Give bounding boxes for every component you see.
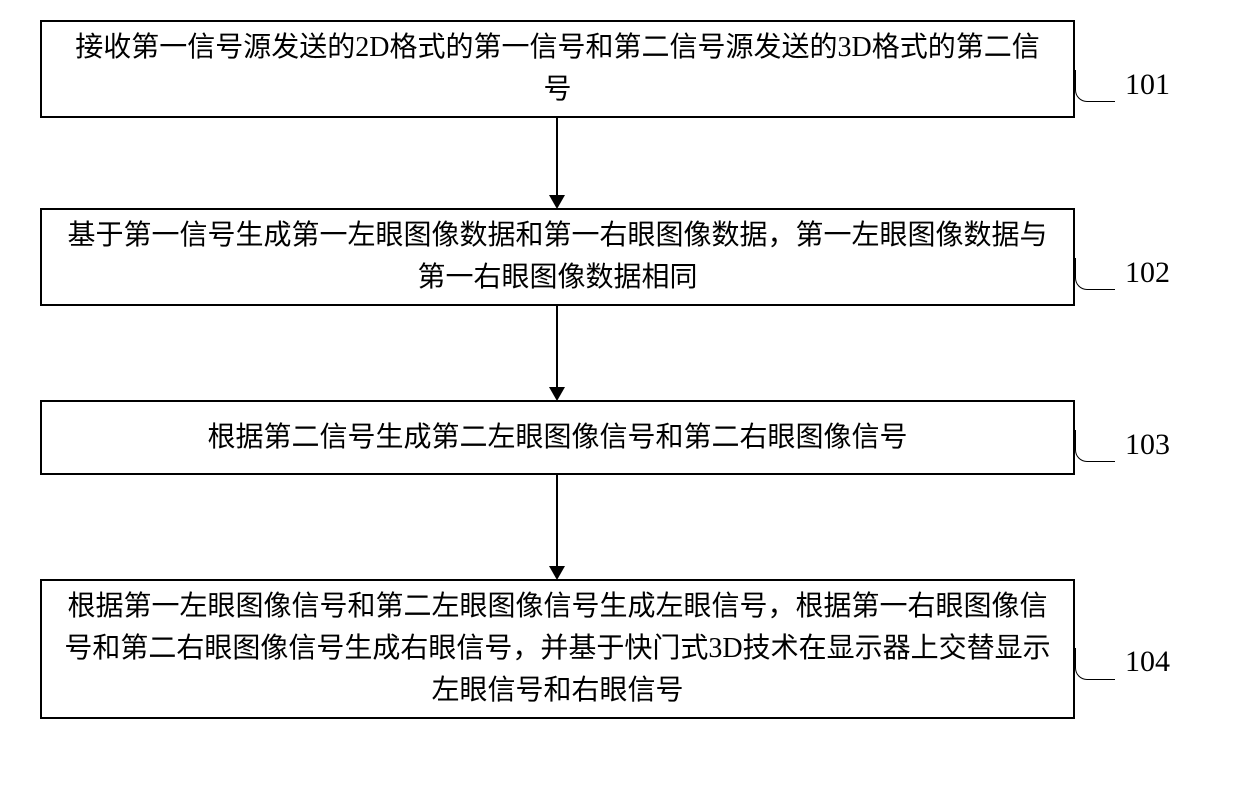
step-label-103: 103 [1125, 428, 1170, 462]
connector-104 [1075, 648, 1115, 680]
step-text-101: 接收第一信号源发送的2D格式的第一信号和第二信号源发送的3D格式的第二信号 [62, 27, 1053, 111]
arrow-2-3-head [549, 387, 565, 401]
step-label-104: 104 [1125, 645, 1170, 679]
step-label-101: 101 [1125, 68, 1170, 102]
connector-101 [1075, 70, 1115, 102]
flowchart-container: 接收第一信号源发送的2D格式的第一信号和第二信号源发送的3D格式的第二信号 10… [0, 0, 1240, 802]
step-label-102: 102 [1125, 256, 1170, 290]
step-text-102: 基于第一信号生成第一左眼图像数据和第一右眼图像数据，第一左眼图像数据与第一右眼图… [62, 215, 1053, 299]
connector-102 [1075, 258, 1115, 290]
arrow-3-4-head [549, 566, 565, 580]
step-box-102: 基于第一信号生成第一左眼图像数据和第一右眼图像数据，第一左眼图像数据与第一右眼图… [40, 208, 1075, 306]
step-box-101: 接收第一信号源发送的2D格式的第一信号和第二信号源发送的3D格式的第二信号 [40, 20, 1075, 118]
arrow-3-4-line [556, 475, 558, 567]
step-text-103: 根据第二信号生成第二左眼图像信号和第二右眼图像信号 [207, 417, 907, 459]
step-box-104: 根据第一左眼图像信号和第二左眼图像信号生成左眼信号，根据第一右眼图像信号和第二右… [40, 579, 1075, 719]
step-box-103: 根据第二信号生成第二左眼图像信号和第二右眼图像信号 [40, 400, 1075, 475]
arrow-2-3-line [556, 306, 558, 388]
arrow-1-2-head [549, 195, 565, 209]
connector-103 [1075, 430, 1115, 462]
step-text-104: 根据第一左眼图像信号和第二左眼图像信号生成左眼信号，根据第一右眼图像信号和第二右… [62, 586, 1053, 712]
arrow-1-2-line [556, 118, 558, 196]
